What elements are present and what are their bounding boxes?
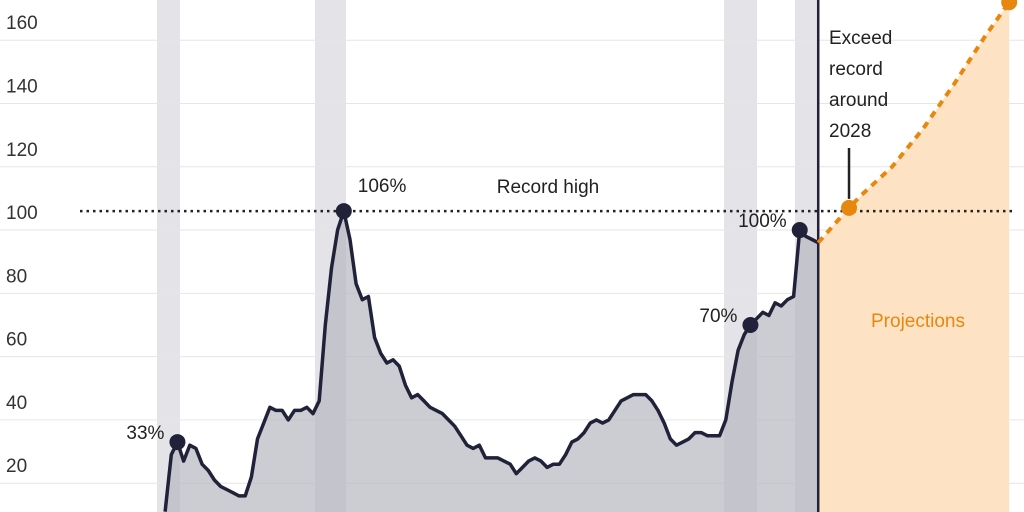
point (742, 316, 759, 333)
annotation: 2028 (829, 121, 871, 142)
data-label: 33% (126, 423, 164, 444)
area (165, 211, 819, 512)
point (1001, 0, 1018, 11)
data-label: 106% (358, 176, 407, 197)
y-tick-label: 60 (6, 330, 27, 351)
line (163, 209, 820, 512)
annotation: around (829, 90, 888, 111)
data-label: 70% (699, 306, 737, 327)
y-tick-label: 120 (6, 140, 38, 161)
record-label: Record high (497, 177, 599, 198)
y-tick-label: 80 (6, 266, 27, 287)
point (841, 199, 858, 216)
point (791, 222, 808, 239)
annotation: record (829, 59, 883, 80)
y-tick-label: 140 (6, 76, 38, 97)
region-label: Projections (871, 311, 965, 332)
annotation: Exceed (829, 28, 892, 49)
y-tick-label: 100 (6, 203, 38, 224)
shade (157, 0, 180, 512)
y-tick-label: 40 (6, 393, 27, 414)
line (816, 1, 1011, 245)
area (818, 2, 1010, 512)
data-label: 100% (738, 211, 787, 232)
y-tick-label: 20 (6, 456, 27, 477)
y-tick-label: 160 (6, 13, 38, 34)
point (335, 203, 352, 220)
data-label: 172% (948, 0, 997, 4)
point (169, 434, 186, 451)
